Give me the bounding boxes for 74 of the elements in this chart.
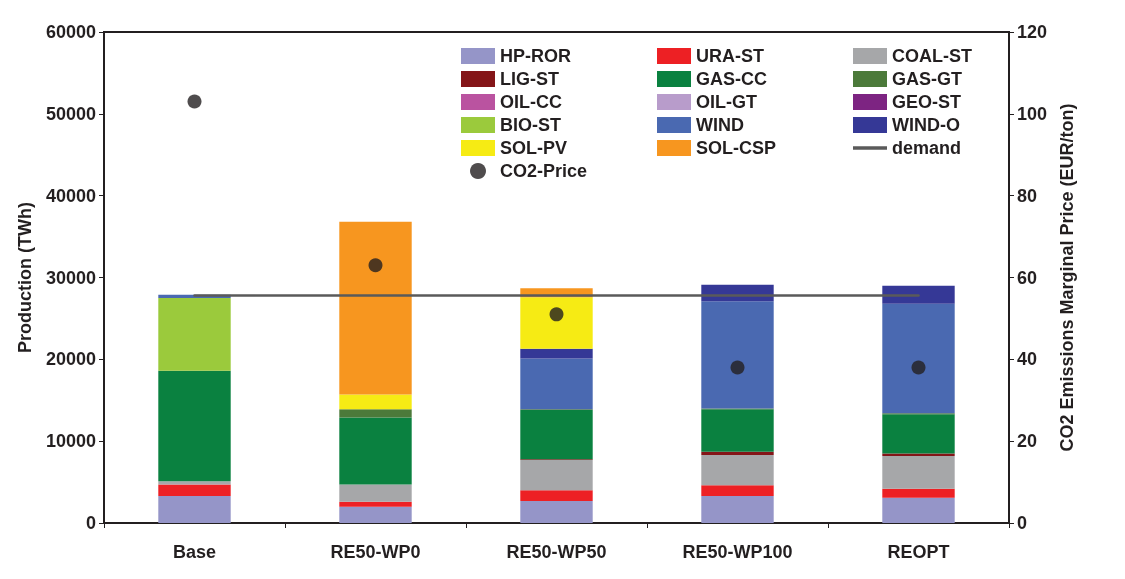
x-tick-label: RE50-WP50	[506, 542, 607, 562]
y-tick-label: 40000	[45, 185, 96, 206]
bar	[339, 484, 412, 502]
bar	[701, 455, 774, 486]
y2-tick-label: 100	[1017, 103, 1048, 124]
legend-label: OIL-GT	[696, 92, 757, 112]
bar	[520, 459, 593, 491]
y-tick-label: 10000	[45, 431, 96, 452]
bar	[339, 221, 412, 395]
bar	[158, 481, 231, 485]
bar	[339, 417, 412, 485]
legend-label: WIND	[696, 115, 744, 135]
legend-label: GEO-ST	[892, 92, 962, 112]
y-tick-label: 60000	[45, 22, 96, 42]
legend-label: HP-ROR	[500, 46, 571, 66]
point	[730, 360, 745, 375]
y-tick-label: 0	[85, 513, 96, 533]
bar	[882, 285, 955, 304]
y-tick-label: 50000	[45, 103, 96, 124]
bar	[520, 490, 593, 501]
legend-label: BIO-ST	[500, 115, 561, 135]
legend-label: WIND-O	[892, 115, 960, 135]
bar	[339, 501, 412, 507]
bar	[701, 301, 774, 409]
bar	[520, 410, 593, 460]
legend-label: URA-ST	[696, 46, 764, 66]
bar	[882, 453, 955, 456]
legend-label: OIL-CC	[500, 92, 562, 112]
bar	[520, 358, 593, 410]
y-tick-label: 30000	[45, 267, 96, 288]
x-tick-label: RE50-WP0	[330, 542, 421, 562]
x-tick-label: Base	[172, 542, 217, 562]
bar	[339, 409, 412, 418]
bar	[339, 506, 412, 523]
point	[549, 307, 564, 322]
legend-label: CO2-Price	[500, 161, 588, 181]
bar	[882, 488, 955, 498]
y-tick-label: 20000	[45, 349, 96, 370]
legend-label: LIG-ST	[500, 69, 559, 89]
y2-tick-label: 20	[1017, 431, 1038, 452]
y2-axis-title: CO2 Emissions Marginal Price (EUR/ton)	[1056, 103, 1077, 452]
bar	[882, 455, 955, 489]
bar	[158, 297, 231, 371]
y-axis-title: Production (TWh)	[15, 202, 35, 353]
y2-tick-label: 40	[1017, 349, 1038, 370]
bar	[339, 394, 412, 410]
bar	[520, 297, 593, 349]
x-tick-label: RE50-WP100	[682, 542, 793, 562]
bar	[882, 497, 955, 523]
y2-tick-label: 60	[1017, 267, 1038, 288]
point	[187, 94, 202, 109]
bar	[701, 451, 774, 456]
point	[368, 258, 383, 273]
x-tick-label: REOPT	[887, 542, 950, 562]
legend-label: GAS-CC	[696, 69, 767, 89]
bar	[158, 484, 231, 496]
y2-tick-label: 0	[1017, 513, 1028, 533]
legend-label: GAS-GT	[892, 69, 962, 89]
bar	[882, 414, 955, 454]
bar	[520, 348, 593, 359]
legend-label: demand	[892, 138, 962, 158]
legend-label: COAL-ST	[892, 46, 972, 66]
y2-tick-label: 120	[1017, 22, 1048, 42]
bar	[701, 496, 774, 523]
y2-tick-label: 80	[1017, 185, 1038, 206]
bar	[701, 409, 774, 452]
legend-label: SOL-PV	[500, 138, 568, 158]
bar	[158, 370, 231, 482]
bar	[701, 485, 774, 496]
bar	[520, 500, 593, 523]
bar	[158, 496, 231, 523]
point	[911, 360, 926, 375]
legend-label: SOL-CSP	[696, 138, 777, 158]
bar	[882, 303, 955, 414]
